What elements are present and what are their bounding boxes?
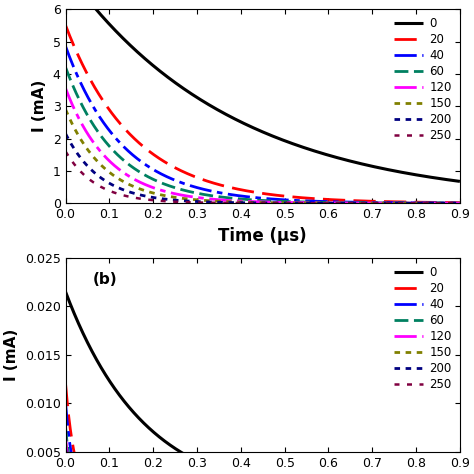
0 [63,289,68,295]
60 [446,201,451,206]
200 [373,201,379,206]
200 [83,161,89,167]
150 [255,200,260,205]
Line: 60: 60 [65,428,460,474]
20 [446,200,451,205]
150 [457,201,463,206]
0 [446,177,451,182]
200 [446,201,451,206]
0 [373,164,379,170]
60 [63,64,68,70]
20 [63,22,68,28]
150 [63,439,68,445]
120 [457,201,463,206]
120 [244,199,250,204]
200 [63,131,68,137]
Line: 20: 20 [65,384,460,474]
60 [83,109,89,115]
250 [244,200,250,206]
40 [83,90,89,96]
0 [457,179,463,184]
Line: 200: 200 [65,447,460,474]
250 [446,201,451,206]
150 [446,201,451,206]
250 [63,149,68,155]
20 [446,200,451,205]
200 [255,200,260,206]
0 [446,177,451,182]
200 [457,201,463,206]
60 [373,200,379,206]
120 [446,201,451,206]
Line: 150: 150 [65,442,460,474]
20 [63,381,68,387]
150 [244,200,250,205]
60 [63,425,68,430]
Line: 250: 250 [65,152,460,203]
40 [446,200,451,206]
Line: 0: 0 [65,0,460,182]
150 [373,201,379,206]
Line: 150: 150 [65,109,460,203]
200 [63,444,68,450]
200 [244,200,250,206]
Legend: 0, 20, 40, 60, 120, 150, 200, 250: 0, 20, 40, 60, 120, 150, 200, 250 [389,262,456,396]
250 [63,449,68,455]
120 [373,200,379,206]
40 [446,200,451,206]
250 [446,201,451,206]
60 [244,197,250,202]
0 [244,122,250,128]
Text: (b): (b) [93,272,118,286]
120 [446,201,451,206]
40 [63,401,68,406]
40 [373,200,379,205]
Y-axis label: I (mA): I (mA) [4,329,19,381]
150 [63,107,68,112]
40 [457,200,463,206]
Legend: 0, 20, 40, 60, 120, 150, 200, 250: 0, 20, 40, 60, 120, 150, 200, 250 [389,13,456,147]
60 [457,201,463,206]
200 [446,201,451,206]
60 [446,201,451,206]
250 [83,173,89,179]
0 [83,336,89,342]
Line: 20: 20 [65,25,460,203]
0 [255,127,260,132]
Line: 200: 200 [65,134,460,203]
40 [63,44,68,49]
Line: 120: 120 [65,88,460,203]
20 [255,190,260,195]
Line: 250: 250 [65,452,460,474]
150 [446,201,451,206]
250 [457,201,463,206]
120 [255,199,260,205]
Line: 120: 120 [65,438,460,474]
X-axis label: Time (μs): Time (μs) [219,227,307,245]
20 [373,199,379,204]
Line: 0: 0 [65,292,460,474]
20 [83,68,89,74]
250 [373,201,379,206]
120 [83,128,89,134]
250 [255,200,260,206]
40 [244,194,250,200]
Line: 60: 60 [65,67,460,203]
60 [255,197,260,203]
20 [457,200,463,206]
40 [255,195,260,201]
150 [83,144,89,150]
Line: 40: 40 [65,46,460,203]
Y-axis label: I (mA): I (mA) [32,80,47,132]
120 [63,85,68,91]
Line: 40: 40 [65,403,460,474]
20 [244,188,250,194]
120 [63,435,68,440]
